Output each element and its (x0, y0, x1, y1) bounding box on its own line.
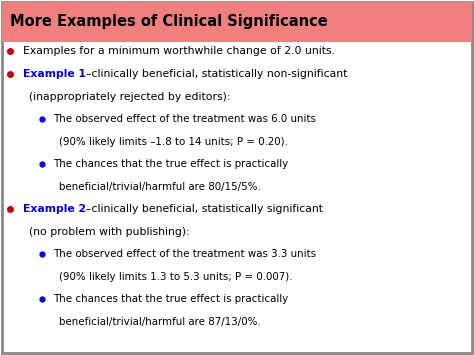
Text: (inappropriately rejected by editors):: (inappropriately rejected by editors): (29, 92, 231, 102)
Text: –clinically beneficial, statistically non-significant: –clinically beneficial, statistically no… (86, 69, 347, 79)
Text: The observed effect of the treatment was 6.0 units: The observed effect of the treatment was… (53, 114, 316, 124)
Text: (no problem with publishing):: (no problem with publishing): (29, 227, 190, 237)
Text: (90% likely limits –1.8 to 14 units; P = 0.20).: (90% likely limits –1.8 to 14 units; P =… (59, 137, 288, 147)
Text: Example 1: Example 1 (23, 69, 86, 79)
Text: The chances that the true effect is practically: The chances that the true effect is prac… (53, 294, 288, 305)
Text: The chances that the true effect is practically: The chances that the true effect is prac… (53, 159, 288, 169)
Text: –clinically beneficial, statistically significant: –clinically beneficial, statistically si… (86, 204, 323, 214)
Text: More Examples of Clinical Significance: More Examples of Clinical Significance (10, 14, 328, 29)
Text: (90% likely limits 1.3 to 5.3 units; P = 0.007).: (90% likely limits 1.3 to 5.3 units; P =… (59, 272, 293, 282)
Text: Example 2: Example 2 (23, 204, 86, 214)
Text: beneficial/trivial/harmful are 87/13/0%.: beneficial/trivial/harmful are 87/13/0%. (59, 317, 261, 327)
Text: Examples for a minimum worthwhile change of 2.0 units.: Examples for a minimum worthwhile change… (23, 47, 335, 56)
Text: The observed effect of the treatment was 3.3 units: The observed effect of the treatment was… (53, 249, 316, 260)
Text: beneficial/trivial/harmful are 80/15/5%.: beneficial/trivial/harmful are 80/15/5%. (59, 182, 261, 192)
FancyBboxPatch shape (2, 2, 472, 42)
